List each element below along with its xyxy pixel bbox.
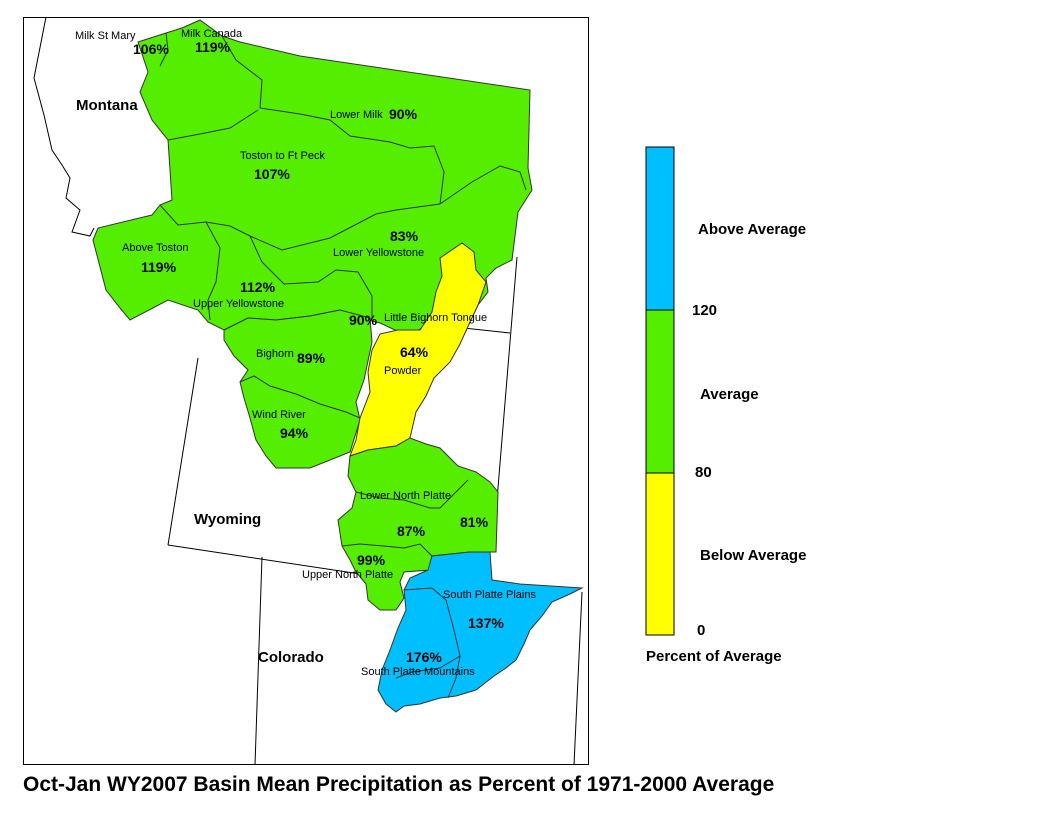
basin-pct-powder: 64% (400, 344, 429, 360)
legend-break-120: 120 (692, 302, 718, 319)
basin-name-upper-north-platte: Upper North Platte (302, 569, 393, 581)
basin-name-milk-st-mary: Milk St Mary (75, 30, 136, 42)
basin-pct-little-bighorn: 90% (349, 312, 378, 328)
state-label-wyoming: Wyoming (194, 511, 261, 528)
basin-name-milk-canada: Milk Canada (181, 28, 243, 40)
state-label-colorado: Colorado (258, 649, 324, 666)
legend-label-average: Average (700, 386, 759, 403)
basin-north-platte (337, 437, 499, 611)
wyoming-west-border (167, 357, 199, 546)
basin-pct-upper-yellowstone: 112% (240, 279, 276, 295)
basin-pct-lower-north-platte: 87% (397, 523, 426, 539)
montana-west-border (33, 16, 95, 237)
basin-name-bighorn: Bighorn (256, 348, 294, 360)
basin-south-platte (377, 551, 584, 713)
basin-pct-toston-ft-peck: 107% (254, 166, 290, 182)
basin-pct-milk-canada: 119% (195, 39, 231, 55)
basin-pct-npl-east: 81% (460, 514, 489, 530)
basin-name-above-toston: Above Toston (122, 242, 188, 254)
colorado-west-border (254, 556, 263, 766)
basin-pct-lower-yellowstone: 83% (390, 228, 419, 244)
legend-title: Percent of Average (646, 648, 782, 665)
basin-name-lower-north-platte: Lower North Platte (360, 490, 451, 502)
colorado-east-border (573, 591, 583, 766)
legend-swatch-average (645, 309, 675, 474)
state-label-montana: Montana (76, 97, 138, 114)
basin-name-powder: Powder (384, 365, 422, 377)
legend-label-above: Above Average (698, 221, 807, 238)
basin-pct-bighorn: 89% (297, 350, 326, 366)
legend-swatch-above (645, 146, 675, 311)
legend-break-80: 80 (695, 464, 712, 481)
basin-name-south-platte-plains: South Platte Plains (443, 589, 536, 601)
page-title: Oct-Jan WY2007 Basin Mean Precipitation … (23, 773, 775, 796)
basin-pct-south-platte-plains: 137% (468, 615, 504, 631)
basin-bighorn-windriver (223, 309, 373, 469)
basin-pct-above-toston: 119% (141, 259, 177, 275)
basin-name-south-platte-mountains: South Platte Mountains (361, 666, 475, 678)
basin-name-wind-river: Wind River (252, 409, 306, 421)
basin-pct-upper-north-platte: 99% (357, 552, 386, 568)
basin-name-toston-ft-peck: Toston to Ft Peck (240, 150, 325, 162)
basin-name-little-bighorn: Little Bighorn Tongue (384, 312, 487, 324)
legend-break-0: 0 (697, 622, 706, 639)
wyoming-east-border (496, 256, 518, 501)
legend-swatch-below (645, 472, 675, 636)
basin-pct-wind-river: 94% (280, 425, 309, 441)
basin-pct-milk-st-mary: 106% (133, 41, 169, 57)
basin-boundaries (159, 32, 527, 699)
basin-name-lower-yellowstone: Lower Yellowstone (333, 247, 424, 259)
basin-pct-lower-milk: 90% (389, 106, 418, 122)
legend-colorbar (645, 146, 675, 636)
basin-name-upper-yellowstone: Upper Yellowstone (193, 298, 284, 310)
legend-label-below: Below Average (700, 547, 807, 564)
basin-name-lower-milk: Lower Milk (330, 109, 383, 121)
basin-pct-south-platte-mountains: 176% (406, 649, 442, 665)
